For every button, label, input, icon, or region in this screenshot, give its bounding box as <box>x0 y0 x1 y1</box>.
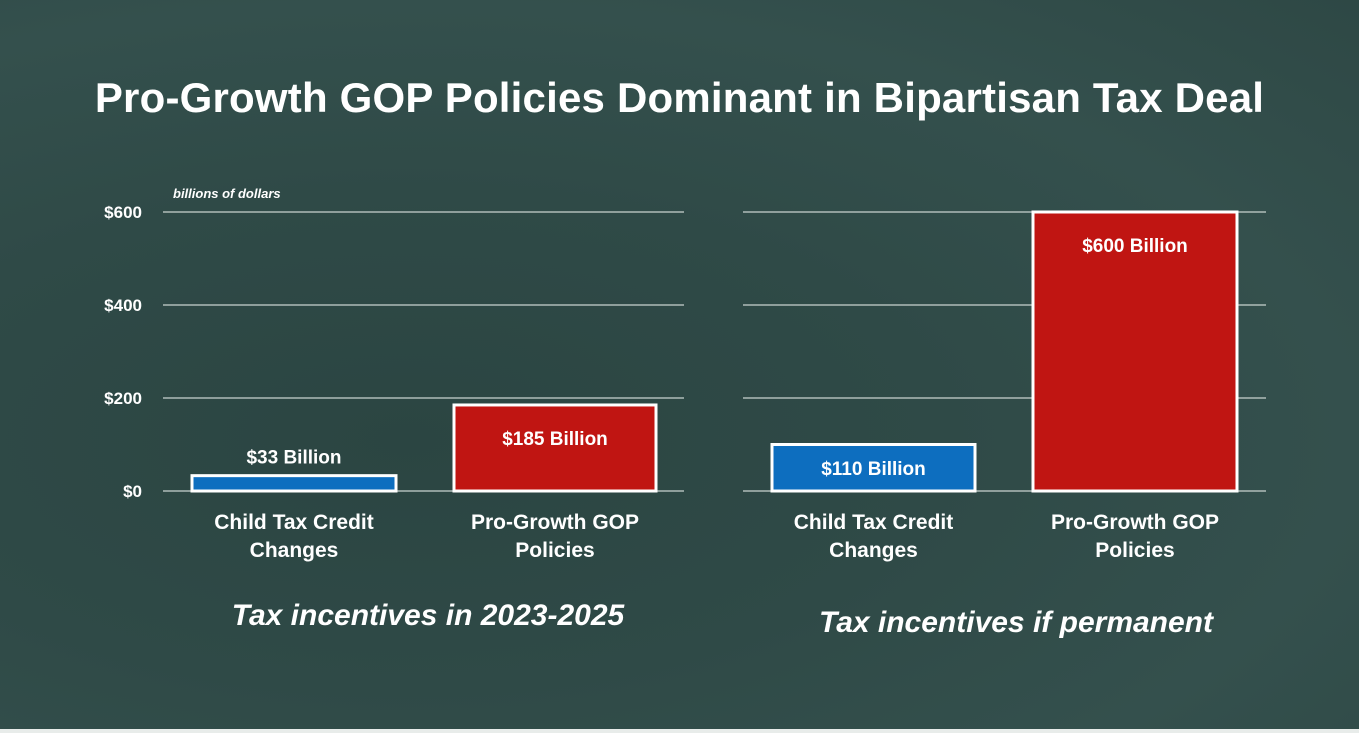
x-category-label: Child Tax Credit <box>794 511 953 534</box>
x-category-label: Policies <box>1095 539 1174 562</box>
panel-subtitle: Tax incentives if permanent <box>819 606 1215 639</box>
x-category-label: Pro-Growth GOP <box>1051 511 1219 534</box>
x-category-label: Changes <box>250 539 339 562</box>
x-category-label: Policies <box>515 539 594 562</box>
data-label: $185 Billion <box>502 429 608 450</box>
bar-child-tax-credit <box>770 443 977 493</box>
y-tick-label: $0 <box>123 482 142 501</box>
data-label: $33 Billion <box>246 448 341 469</box>
x-category-label: Child Tax Credit <box>214 511 373 534</box>
y-tick-label: $400 <box>104 296 142 315</box>
panel-subtitle: Tax incentives in 2023-2025 <box>232 599 626 632</box>
data-label: $110 Billion <box>821 459 926 480</box>
chart-title: Pro-Growth GOP Policies Dominant in Bipa… <box>94 74 1265 121</box>
x-category-label: Pro-Growth GOP <box>471 511 639 534</box>
y-tick-label: $200 <box>104 389 142 408</box>
data-label: $600 Billion <box>1082 236 1188 257</box>
y-tick-label: $600 <box>104 203 142 222</box>
x-category-label: Changes <box>829 539 918 562</box>
bar-child-tax-credit <box>190 474 398 493</box>
bottom-border <box>0 729 1359 733</box>
bar-pro-growth-gop <box>1031 210 1239 493</box>
bar-pro-growth-gop <box>452 403 658 493</box>
y-axis-unit-label: billions of dollars <box>173 186 281 201</box>
